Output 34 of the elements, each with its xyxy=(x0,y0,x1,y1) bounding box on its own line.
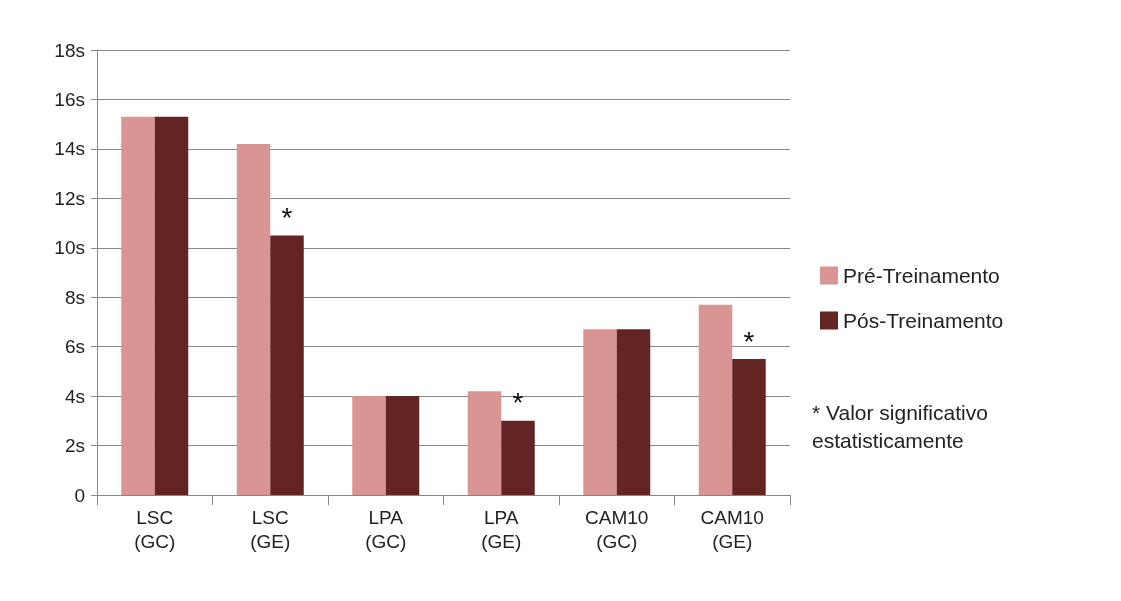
bar xyxy=(236,143,271,495)
bar xyxy=(385,396,420,495)
legend-label: Pré-Treinamento xyxy=(843,264,1000,287)
y-tick-label: 12s xyxy=(54,187,85,209)
bar xyxy=(616,329,651,495)
x-tick-label: LSC (GC) xyxy=(134,506,176,552)
annotation: * xyxy=(281,201,293,233)
y-tick-label: 14s xyxy=(54,138,85,160)
y-tick-label: 2s xyxy=(64,435,85,457)
bar xyxy=(467,391,502,495)
x-tick-label: LPA (GE) xyxy=(481,506,522,552)
bar xyxy=(270,235,304,495)
y-tick-label: 18s xyxy=(54,39,85,61)
y-tick-label: 0 xyxy=(74,484,85,506)
bar xyxy=(583,329,617,495)
bar xyxy=(732,359,766,495)
bar xyxy=(154,116,189,495)
x-tick-label: CAM10 (GC) xyxy=(585,506,649,552)
y-tick-label: 6s xyxy=(64,336,85,358)
bar xyxy=(121,116,155,495)
bar xyxy=(501,420,535,495)
y-tick-label: 16s xyxy=(54,88,85,110)
x-tick-label: LPA (GC) xyxy=(365,506,407,552)
legend-label: Pós-Treinamento xyxy=(843,309,1004,332)
bar xyxy=(698,304,733,495)
y-tick-label: 8s xyxy=(64,286,85,308)
x-tick-label: LSC (GE) xyxy=(250,506,291,552)
bar xyxy=(352,396,386,495)
y-tick-label: 4s xyxy=(64,385,85,407)
y-tick-label: 10s xyxy=(54,237,85,259)
annotation: * xyxy=(743,325,755,357)
text: * Valor significativo estatisticamente xyxy=(812,400,994,452)
x-tick-label: CAM10 (GE) xyxy=(700,506,764,552)
annotation: * xyxy=(512,387,524,419)
